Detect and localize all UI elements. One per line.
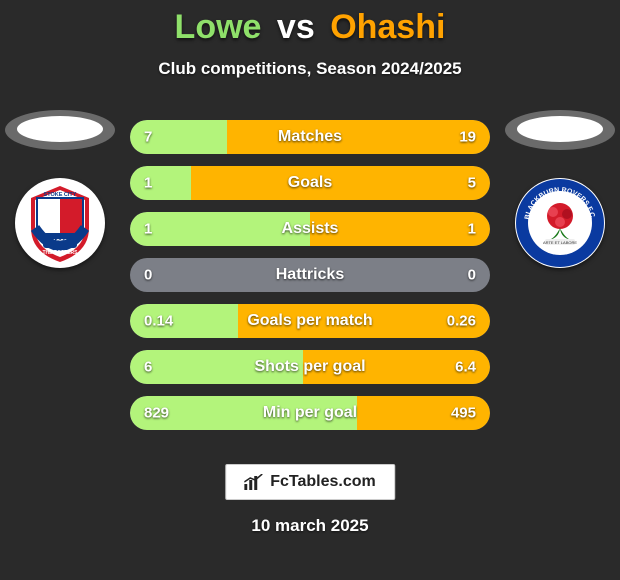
- blackburn-crest-icon: ARTE ET LABORE BLACKBURN ROVERS F.C.: [515, 178, 605, 268]
- footer-site-card: FcTables.com: [225, 464, 395, 500]
- stat-row: Assists1 1: [130, 212, 490, 246]
- stoke-crest-icon: 1863 THE POTTERS STOKE CITY: [15, 178, 105, 268]
- stat-row: Shots per goal6 6.4: [130, 350, 490, 384]
- stat-row: Min per goal829 495: [130, 396, 490, 430]
- stat-row: Goals1 5: [130, 166, 490, 200]
- title-right-name: Ohashi: [330, 8, 445, 46]
- stat-row: Hattricks0 0: [130, 258, 490, 292]
- stat-value-left: 6: [144, 359, 152, 376]
- footer-site-text: FcTables.com: [270, 473, 376, 491]
- stat-label: Min per goal: [130, 404, 490, 422]
- chart-icon: [244, 474, 264, 490]
- page-title: Lowe vs Ohashi: [0, 8, 620, 47]
- stat-label: Assists: [130, 220, 490, 238]
- svg-text:THE POTTERS: THE POTTERS: [42, 250, 78, 256]
- stat-bars: Matches719Goals15Assists11Hattricks00Goa…: [130, 120, 490, 430]
- stat-value-right: 6.4: [455, 359, 476, 376]
- comparison-card: Lowe vs Ohashi Club competitions, Season…: [0, 0, 620, 580]
- stat-label: Matches: [130, 128, 490, 146]
- stat-value-right: 19: [459, 129, 476, 146]
- stat-row: Matches7 19: [130, 120, 490, 154]
- player-right-column: ARTE ET LABORE BLACKBURN ROVERS F.C.: [500, 110, 620, 268]
- svg-text:ARTE ET LABORE: ARTE ET LABORE: [543, 240, 577, 245]
- title-vs: vs: [277, 8, 315, 46]
- stat-label: Goals per match: [130, 312, 490, 330]
- stat-value-left: 1: [144, 175, 152, 192]
- stat-value-left: 1: [144, 221, 152, 238]
- stat-value-left: 829: [144, 405, 169, 422]
- player-left-column: 1863 THE POTTERS STOKE CITY: [0, 110, 120, 268]
- stat-value-left: 0: [144, 267, 152, 284]
- player-right-crest: ARTE ET LABORE BLACKBURN ROVERS F.C.: [515, 178, 605, 268]
- stat-label: Shots per goal: [130, 358, 490, 376]
- stat-value-right: 0.26: [447, 313, 476, 330]
- svg-text:STOKE CITY: STOKE CITY: [44, 192, 77, 198]
- stat-value-right: 495: [451, 405, 476, 422]
- stat-value-left: 7: [144, 129, 152, 146]
- title-left-name: Lowe: [175, 8, 262, 46]
- stat-row: Goals per match0.14 0.26: [130, 304, 490, 338]
- stat-label: Hattricks: [130, 266, 490, 284]
- stat-value-right: 1: [468, 221, 476, 238]
- stat-value-right: 5: [468, 175, 476, 192]
- subtitle: Club competitions, Season 2024/2025: [0, 59, 620, 79]
- footer-date: 10 march 2025: [0, 516, 620, 536]
- player-left-silhouette: [5, 110, 115, 150]
- player-right-silhouette: [505, 110, 615, 150]
- stat-value-left: 0.14: [144, 313, 173, 330]
- stat-label: Goals: [130, 174, 490, 192]
- player-left-crest: 1863 THE POTTERS STOKE CITY: [15, 178, 105, 268]
- stat-value-right: 0: [468, 267, 476, 284]
